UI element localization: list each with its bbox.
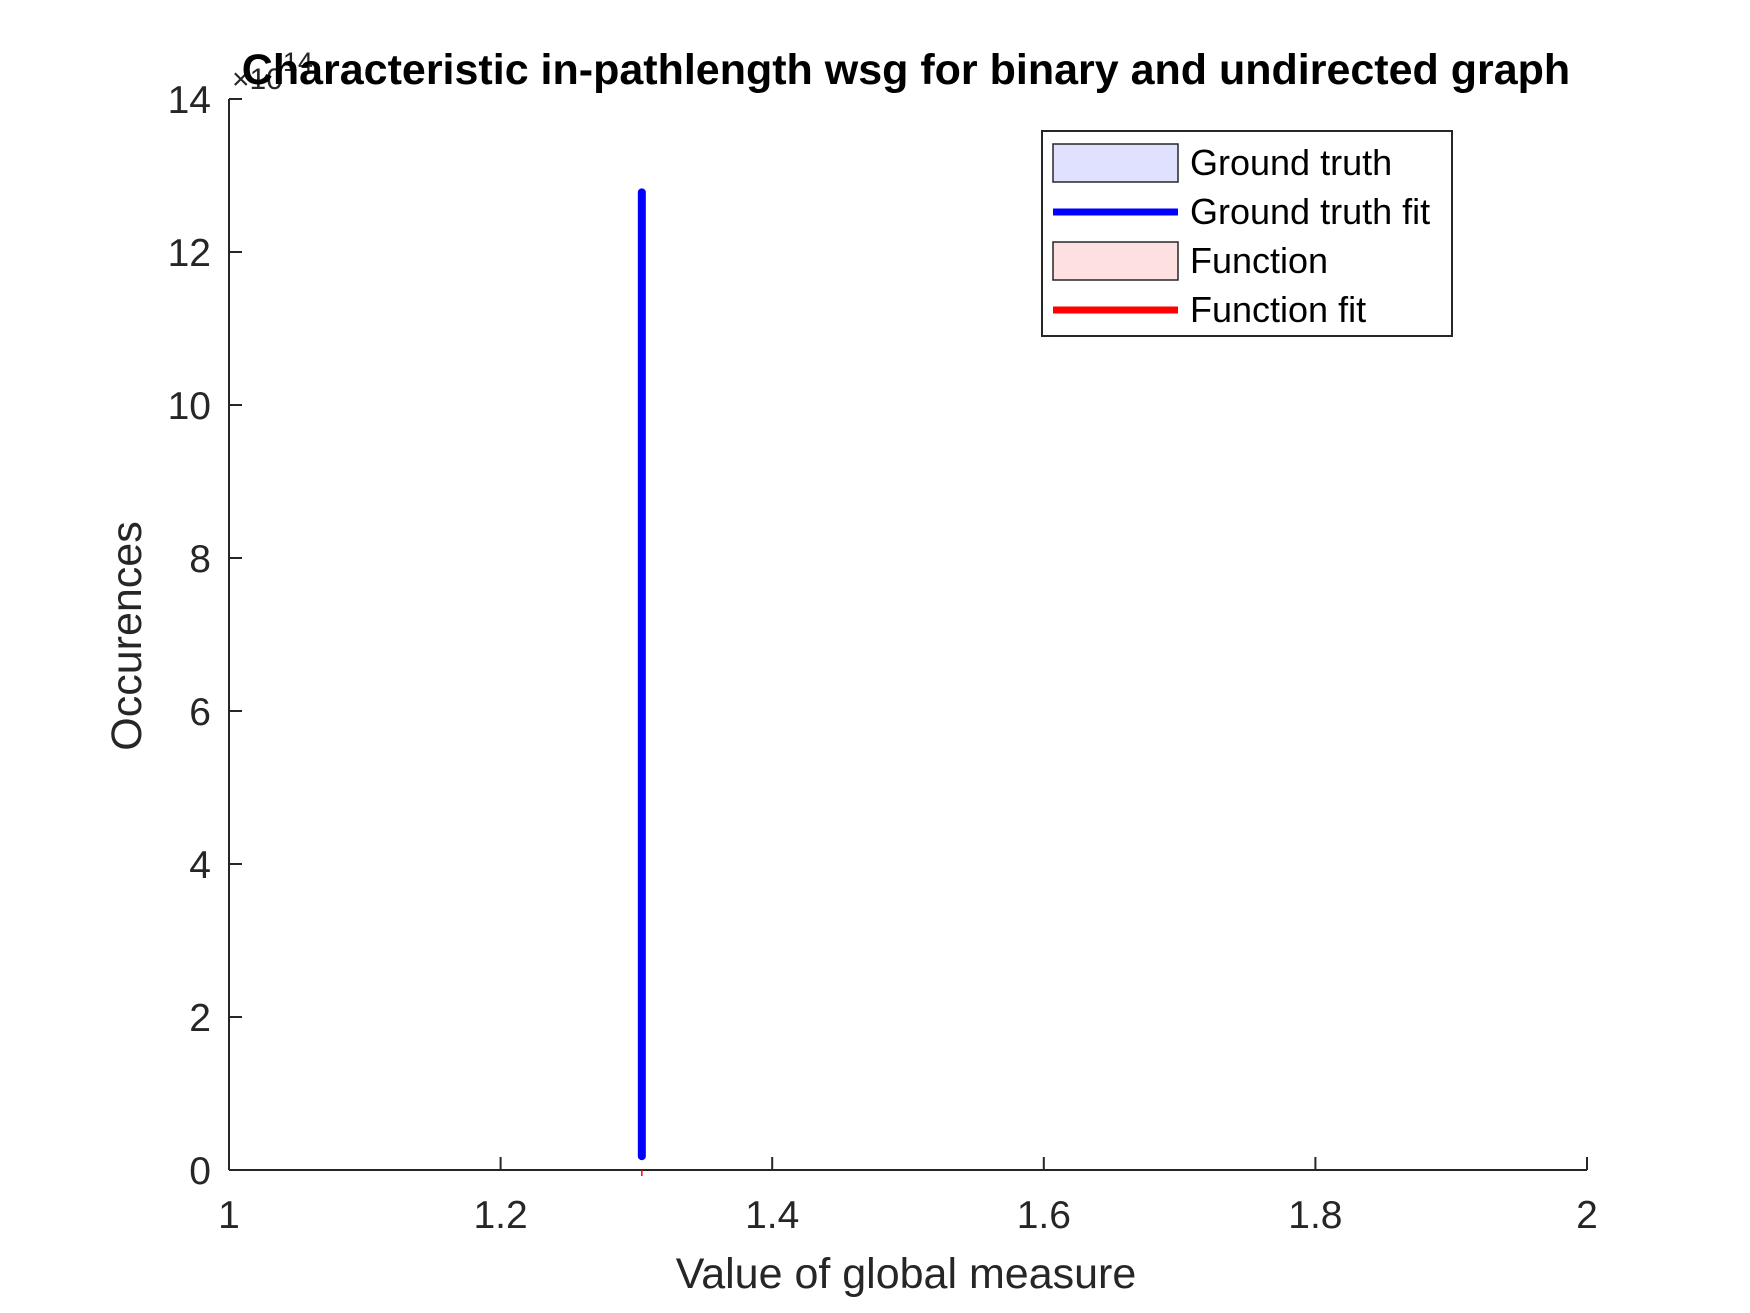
ticks: 1 1.2 1.4 1.6 1.8 2 0 2 4 6 8 10 12 14 (168, 79, 1598, 1237)
y-tick-label: 14 (168, 79, 211, 122)
y-tick-label: 4 (189, 844, 211, 887)
y-exponent-power: 14 (283, 47, 313, 77)
legend-label-3: Function fit (1190, 289, 1366, 330)
legend-swatch-2 (1052, 241, 1179, 281)
y-tick-label: 10 (168, 385, 211, 428)
y-tick-label: 6 (189, 691, 211, 734)
y-tick-label: 0 (189, 1150, 211, 1193)
x-tick-label: 1.6 (1017, 1194, 1071, 1237)
y-tick-label: 12 (168, 232, 211, 275)
y-exponent-base: ×10 (232, 63, 283, 96)
legend-label-1: Ground truth fit (1190, 191, 1430, 232)
x-tick-label: 1 (218, 1194, 240, 1237)
y-axis-title: Occurences (103, 521, 151, 750)
x-tick-label: 1.8 (1288, 1194, 1342, 1237)
x-tick-label: 1.2 (473, 1194, 527, 1237)
y-tick-label: 8 (189, 538, 211, 581)
y-exponent-label: ×1014 (232, 47, 313, 96)
x-tick-label: 1.4 (745, 1194, 799, 1237)
x-axis-title: Value of global measure (676, 1250, 1137, 1298)
legend-label-2: Function (1190, 240, 1328, 281)
axes (228, 99, 1587, 1171)
legend-label-0: Ground truth (1190, 142, 1392, 183)
legend: Ground truth Ground truth fit Function Func… (1041, 130, 1453, 337)
legend-swatch-0 (1052, 143, 1179, 183)
y-tick-label: 2 (189, 997, 211, 1040)
chart-title: Characteristic in-pathlength wsg for bin… (242, 46, 1570, 94)
x-tick-label: 2 (1576, 1194, 1598, 1237)
